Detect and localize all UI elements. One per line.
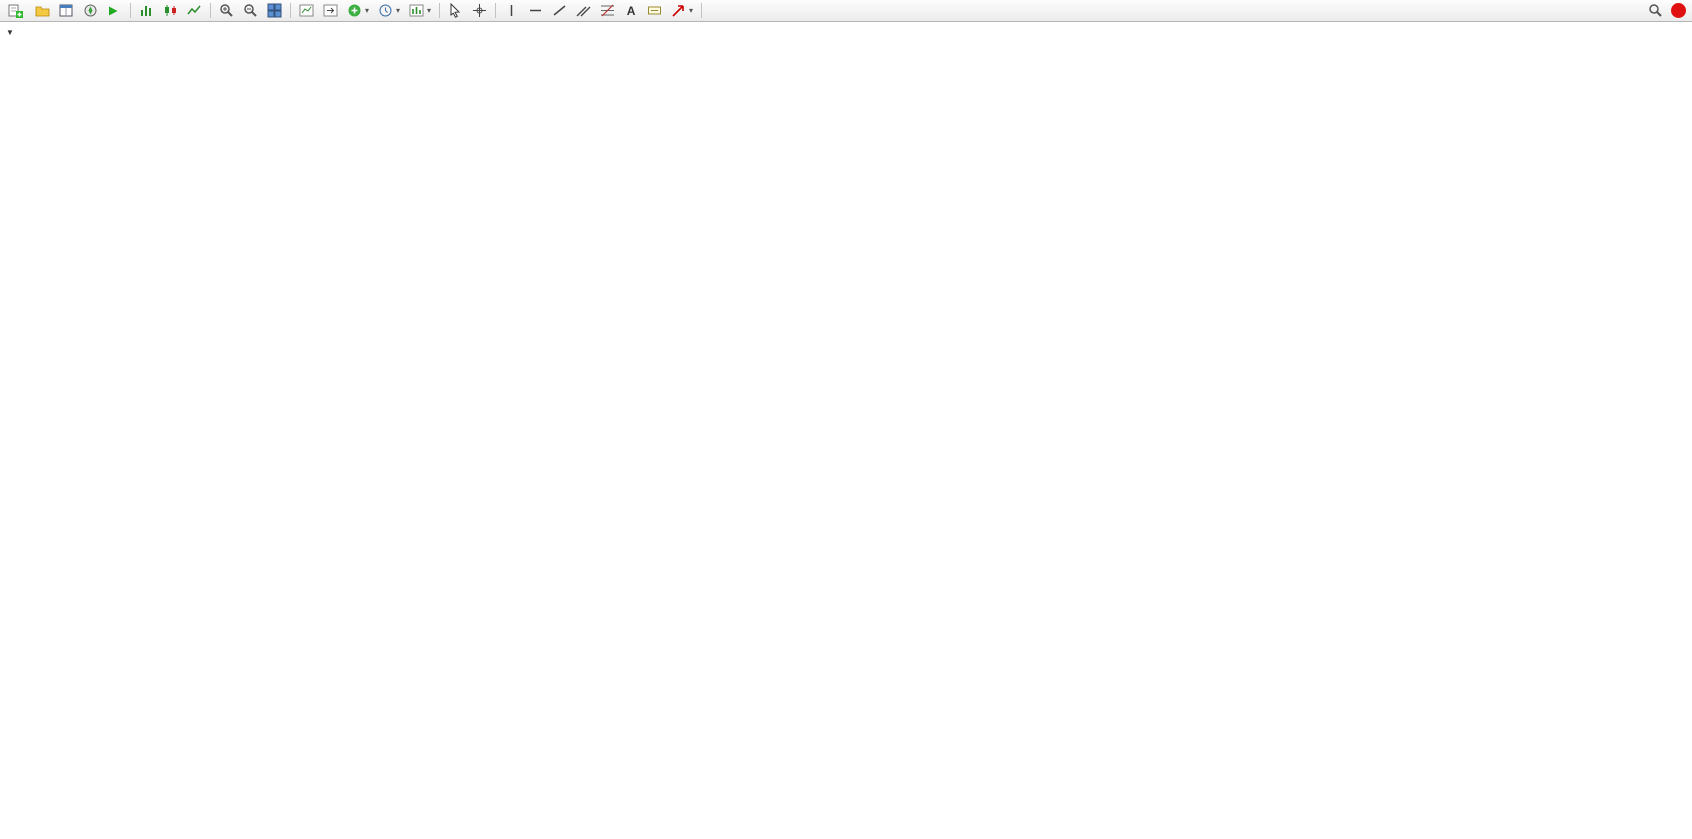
- channel-icon: [576, 6, 591, 17]
- toolbar-separator: [701, 3, 703, 18]
- indicators-icon: [348, 4, 361, 17]
- tile-windows-button[interactable]: [263, 1, 286, 21]
- one-click-trading-icon[interactable]: ▼: [6, 28, 14, 37]
- toolbar-separator: [130, 3, 131, 18]
- autotrading-play-icon: [109, 6, 118, 15]
- auto-trading-button[interactable]: [103, 1, 126, 21]
- zoom-in-button[interactable]: [215, 1, 238, 21]
- periods-clock-icon: [379, 4, 392, 17]
- text-tool-button[interactable]: A: [620, 1, 642, 21]
- toolbar-right-group: [1644, 1, 1688, 21]
- navigator-button[interactable]: [79, 1, 102, 21]
- tile-windows-icon: [267, 3, 282, 18]
- new-order-icon: [8, 4, 23, 18]
- candlestick-chart-icon: [165, 5, 176, 16]
- chevron-down-icon: ▾: [396, 5, 401, 15]
- candlestick-chart-button[interactable]: [159, 1, 182, 21]
- indicators-button[interactable]: ▾: [343, 1, 373, 21]
- crosshair-button[interactable]: [468, 1, 491, 21]
- trendline-icon: [553, 5, 566, 16]
- search-button[interactable]: [1644, 1, 1667, 21]
- chart-header: ▼: [6, 28, 18, 37]
- label-icon: [648, 6, 662, 15]
- chart-shift-icon: [323, 4, 338, 17]
- templates-button[interactable]: ▾: [405, 1, 435, 21]
- notification-badge[interactable]: [1671, 3, 1686, 18]
- profiles-icon: [35, 6, 50, 17]
- line-chart-icon: [187, 5, 201, 15]
- toolbar-separator: [439, 3, 441, 18]
- toolbar-separator: [290, 3, 291, 18]
- vertical-line-icon: [510, 5, 513, 16]
- horizontal-line-icon: [530, 9, 542, 12]
- fibonacci-icon: [601, 4, 615, 17]
- chevron-down-icon: ▾: [689, 5, 694, 15]
- channel-tool-button[interactable]: [572, 1, 595, 21]
- fibonacci-tool-button[interactable]: [596, 1, 619, 21]
- crosshair-icon: [473, 4, 487, 17]
- trendline-tool-button[interactable]: [548, 1, 571, 21]
- arrows-icon: [672, 5, 684, 17]
- label-tool-button[interactable]: [643, 1, 666, 21]
- periods-button[interactable]: ▾: [374, 1, 404, 21]
- chart-shift-button[interactable]: [319, 1, 342, 21]
- horizontal-line-tool-button[interactable]: [524, 1, 547, 21]
- text-icon: A: [626, 3, 636, 18]
- data-window-button[interactable]: [55, 1, 78, 21]
- zoom-out-button[interactable]: [239, 1, 262, 21]
- auto-scroll-icon: [299, 4, 314, 17]
- data-window-icon: [59, 4, 73, 17]
- zoom-out-icon: [244, 4, 257, 17]
- zoom-in-icon: [220, 4, 233, 17]
- new-order-button[interactable]: [4, 1, 30, 21]
- cursor-button[interactable]: [444, 1, 467, 21]
- chevron-down-icon: ▾: [427, 5, 432, 15]
- profiles-button[interactable]: [31, 1, 54, 21]
- toolbar-separator: [210, 3, 211, 18]
- line-chart-button[interactable]: [183, 1, 206, 21]
- toolbar: ▾ ▾ ▾ A: [0, 0, 1692, 22]
- bar-chart-button[interactable]: [135, 1, 158, 21]
- arrows-tool-button[interactable]: ▾: [667, 1, 697, 21]
- vertical-line-tool-button[interactable]: [500, 1, 523, 21]
- cursor-icon: [450, 3, 461, 18]
- chevron-down-icon: ▾: [365, 5, 370, 15]
- search-icon: [1649, 4, 1662, 17]
- templates-icon: [409, 4, 424, 17]
- bar-chart-icon: [141, 6, 151, 16]
- toolbar-separator: [495, 3, 497, 18]
- navigator-icon: [84, 4, 97, 17]
- auto-scroll-button[interactable]: [295, 1, 318, 21]
